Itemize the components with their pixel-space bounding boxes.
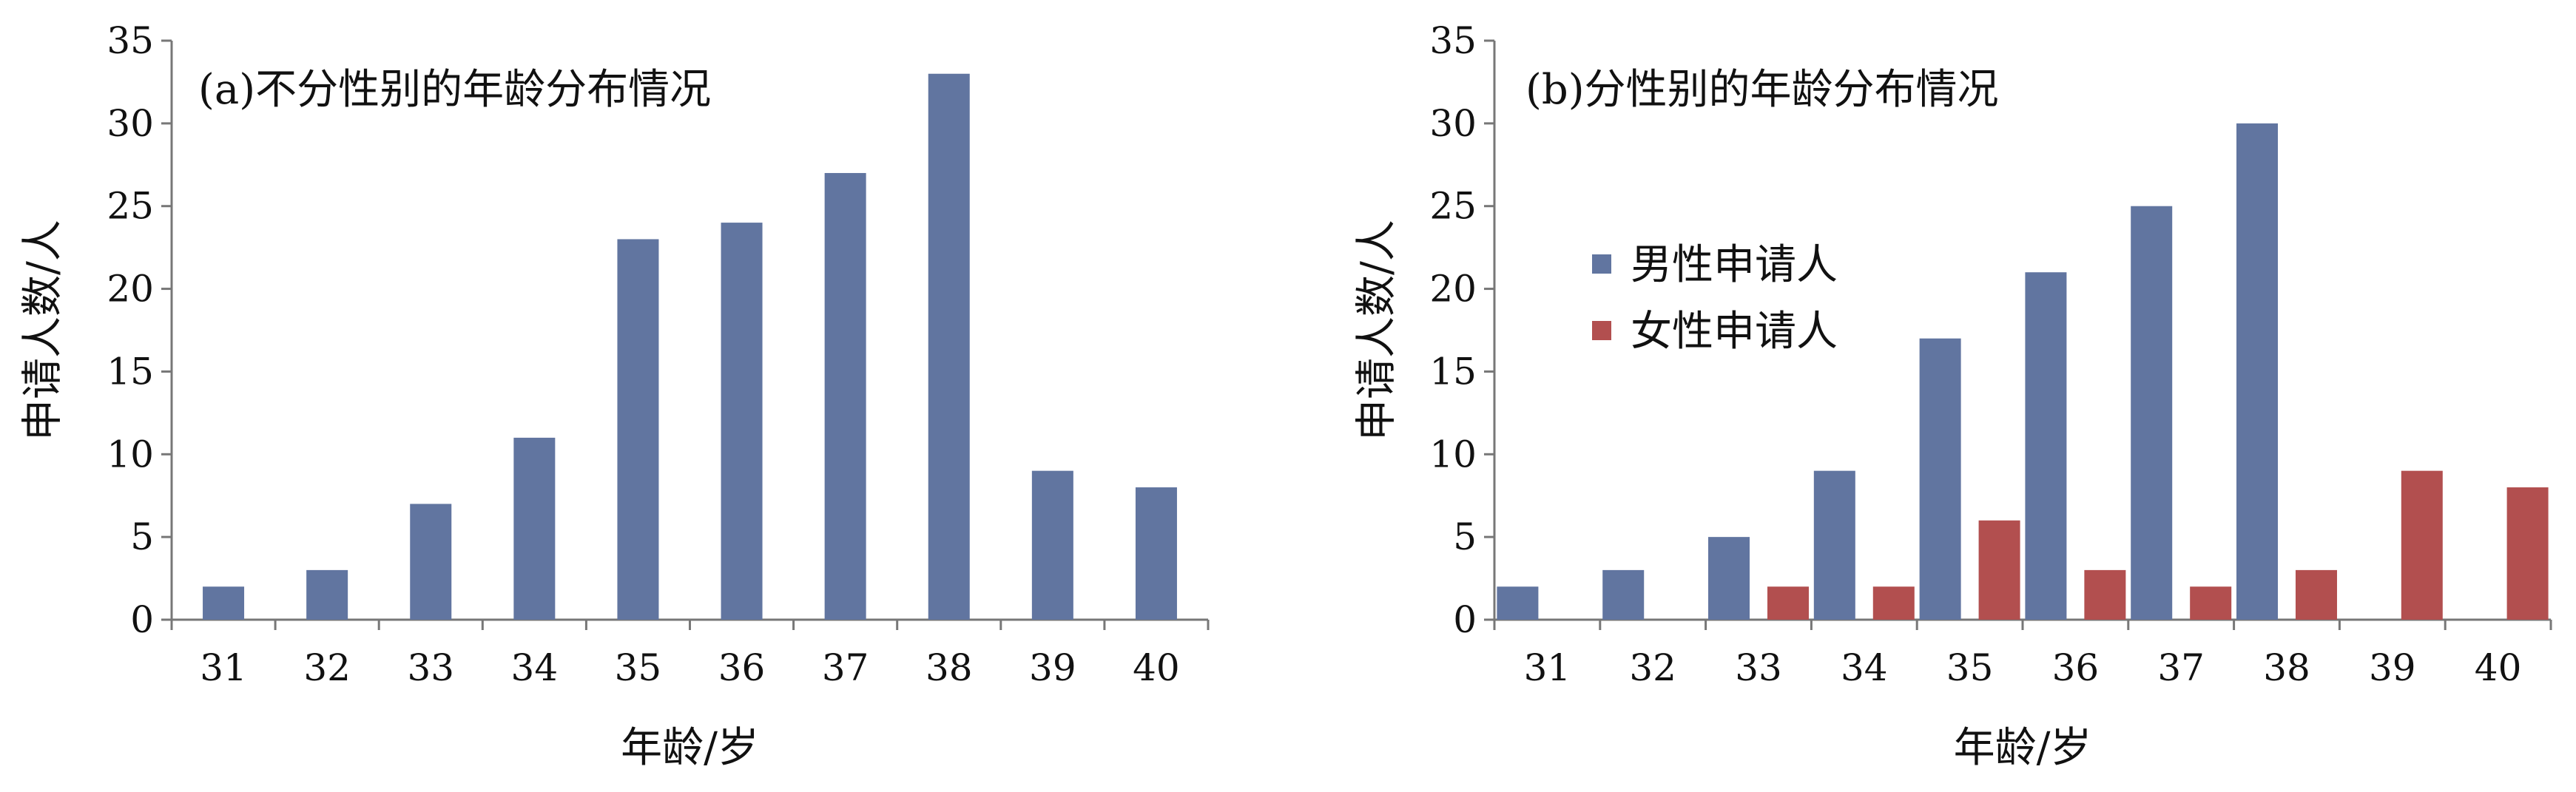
- bar-b-s0-33: [1708, 537, 1750, 620]
- x-tick-label: 34: [1841, 646, 1888, 689]
- y-tick-label: 0: [1453, 598, 1477, 641]
- x-tick-label: 39: [1029, 646, 1076, 689]
- x-tick-label: 36: [718, 646, 766, 689]
- y-tick-label: 30: [1429, 102, 1477, 145]
- chart-panel-b: 0 5 10 15 20 25 30 35 31 32 33 34 35 36 37 38 39 40 (b)分性别…: [1353, 19, 2552, 772]
- x-tick-label: 33: [1735, 646, 1782, 689]
- legend-swatch-1: [1592, 321, 1611, 340]
- y-tick-label: 15: [1429, 350, 1477, 393]
- x-tick-label: 37: [2157, 646, 2205, 689]
- y-tick-label: 25: [107, 185, 154, 228]
- y-tick-label: 5: [1453, 515, 1477, 558]
- panel-title-a: (a)不分性别的年龄分布情况: [198, 66, 711, 114]
- y-tick-label: 0: [130, 598, 154, 641]
- bar-b-s1-38: [2295, 569, 2337, 620]
- y-tick-label: 15: [107, 350, 154, 393]
- x-tick-label: 31: [1524, 646, 1571, 689]
- bar-b-s0-37: [2131, 206, 2173, 620]
- bar-b-s1-35: [1978, 520, 2020, 620]
- x-axis-title-a: 年龄/岁: [621, 724, 759, 772]
- bar-b-s0-36: [2025, 272, 2067, 620]
- bar-b-s0-34: [1813, 470, 1855, 620]
- x-tick-label: 34: [511, 646, 559, 689]
- bar-b-s1-36: [2084, 569, 2126, 620]
- x-tick-label: 31: [200, 646, 247, 689]
- bar-a-s0-36: [721, 223, 763, 620]
- bar-a-s0-35: [617, 239, 659, 620]
- x-tick-label: 38: [925, 646, 973, 689]
- legend-swatch-0: [1592, 254, 1611, 274]
- x-tick-label: 35: [615, 646, 662, 689]
- x-tick-label: 36: [2052, 646, 2100, 689]
- legend-label-1: 女性申请人: [1631, 308, 1838, 356]
- bar-a-s0-40: [1135, 487, 1177, 620]
- bar-a-s0-39: [1031, 470, 1073, 620]
- bar-a-s0-34: [513, 437, 556, 620]
- bar-a-s0-33: [410, 504, 452, 620]
- x-tick-label: 38: [2263, 646, 2310, 689]
- y-tick-label: 30: [107, 102, 154, 145]
- x-tick-label: 39: [2369, 646, 2416, 689]
- y-tick-label: 5: [130, 515, 154, 558]
- x-tick-label: 32: [1629, 646, 1676, 689]
- y-tick-label: 10: [107, 433, 154, 475]
- bar-b-s1-39: [2401, 470, 2443, 620]
- bar-b-s0-38: [2236, 123, 2279, 620]
- legend-label-0: 男性申请人: [1631, 241, 1838, 289]
- x-tick-label: 37: [822, 646, 869, 689]
- bar-a-s0-38: [928, 73, 970, 620]
- panel-title-b: (b)分性别的年龄分布情况: [1525, 66, 1999, 114]
- y-tick-label: 35: [107, 19, 154, 62]
- bar-b-s0-32: [1602, 569, 1645, 620]
- bar-a-s0-32: [306, 569, 348, 620]
- y-tick-label: 10: [1429, 433, 1477, 475]
- x-axis-title-b: 年龄/岁: [1954, 724, 2092, 772]
- bar-b-s1-40: [2506, 487, 2549, 620]
- y-axis-title-b: 申请人数/人: [1353, 220, 1401, 441]
- x-tick-label: 40: [2475, 646, 2522, 689]
- bar-a-s0-31: [203, 586, 245, 620]
- bar-b-s1-33: [1767, 586, 1809, 620]
- bar-a-s0-37: [824, 172, 866, 620]
- y-tick-label: 20: [107, 268, 154, 311]
- x-tick-label: 33: [407, 646, 454, 689]
- x-tick-label: 40: [1133, 646, 1180, 689]
- y-tick-label: 20: [1429, 268, 1477, 311]
- y-axis-title-a: 申请人数/人: [19, 220, 67, 441]
- chart-panel-a: 0 5 10 15 20 25 30 35 31 32 33 34 35 36 37 38 39 40 (a)不分性…: [19, 19, 1210, 772]
- y-tick-label: 25: [1429, 185, 1477, 228]
- bar-b-s0-35: [1919, 338, 1961, 620]
- bar-b-s0-31: [1497, 586, 1539, 620]
- x-tick-label: 35: [1946, 646, 1994, 689]
- y-tick-label: 35: [1429, 19, 1477, 62]
- bar-b-s1-37: [2190, 586, 2232, 620]
- bar-b-s1-34: [1872, 586, 1915, 620]
- x-tick-label: 32: [303, 646, 351, 689]
